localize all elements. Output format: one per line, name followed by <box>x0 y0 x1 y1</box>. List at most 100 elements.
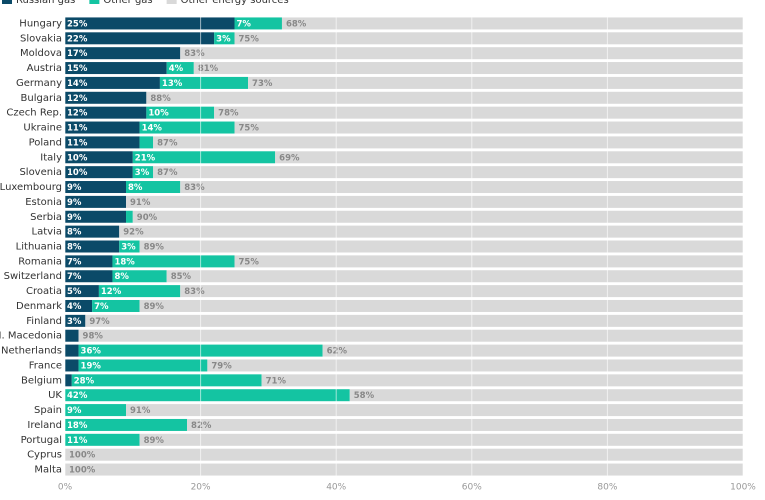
data-label: 88% <box>150 94 171 104</box>
x-tick-label: 40% <box>326 483 346 493</box>
bar-segment <box>65 270 113 283</box>
bar-segment <box>193 62 743 75</box>
x-tick-label: 0% <box>58 483 73 493</box>
data-label: 87% <box>157 138 178 148</box>
data-label: 4% <box>169 64 184 74</box>
bar-segment <box>65 181 127 194</box>
bar-segment <box>166 62 194 75</box>
data-label: 3% <box>216 34 231 44</box>
bar-segment <box>180 181 743 194</box>
bar-segment <box>153 136 743 149</box>
data-label: 89% <box>144 302 165 312</box>
data-label: 87% <box>157 168 178 178</box>
data-label: 15% <box>67 64 88 74</box>
bar-segment <box>65 344 79 357</box>
x-tick-label: 80% <box>597 483 617 493</box>
data-label: 25% <box>67 19 88 29</box>
y-tick-label: Cyprus <box>27 450 62 461</box>
data-label: 83% <box>184 49 205 59</box>
bar-segment <box>65 329 79 342</box>
bar-segment <box>65 240 120 253</box>
bar-segment <box>187 418 744 431</box>
data-label: 22% <box>67 34 88 44</box>
bar-segment <box>65 151 133 164</box>
bar-segment <box>214 106 743 119</box>
legend-swatch <box>89 0 100 4</box>
bar-segment <box>112 255 235 268</box>
bar-segment <box>126 404 743 417</box>
data-label: 91% <box>130 406 151 416</box>
bar-segment <box>180 285 743 298</box>
data-label: 75% <box>239 34 260 44</box>
bar-segment <box>234 32 743 45</box>
x-tick-label: 60% <box>462 483 482 493</box>
data-label: 100% <box>69 466 96 476</box>
data-label: 9% <box>67 198 82 208</box>
data-label: 97% <box>89 317 110 327</box>
data-label: 7% <box>237 19 252 29</box>
y-tick-label: Romania <box>18 256 62 267</box>
bar-segment <box>65 195 127 208</box>
data-label: 85% <box>171 272 192 282</box>
bar-segment <box>139 433 743 446</box>
y-tick-label: N. Macedonia <box>0 331 62 342</box>
data-label: 7% <box>94 302 109 312</box>
bar-segment <box>65 374 72 387</box>
y-tick-label: Ukraine <box>23 123 62 134</box>
y-tick-label: Serbia <box>30 212 62 223</box>
bar-segment <box>65 285 99 298</box>
bar-segment <box>98 285 181 298</box>
bar-segment <box>281 17 743 30</box>
y-tick-label: Denmark <box>16 301 62 312</box>
bar-segment <box>65 418 188 431</box>
bar-segment <box>65 166 133 179</box>
y-tick-label: Lithuania <box>16 242 62 253</box>
data-label: 42% <box>67 391 88 401</box>
data-label: 9% <box>67 406 82 416</box>
data-label: 7% <box>67 257 82 267</box>
bar-segment <box>65 225 120 238</box>
data-label: 36% <box>81 347 102 357</box>
bar-segment <box>234 17 282 30</box>
data-label: 83% <box>184 287 205 297</box>
legend-label: Russian gas <box>16 0 75 6</box>
bar-segment <box>146 106 215 119</box>
bar-segment <box>126 210 133 223</box>
bar-segment <box>139 121 235 134</box>
data-label: 8% <box>128 183 143 193</box>
bar-segment <box>119 225 744 238</box>
data-label: 14% <box>67 79 88 89</box>
bar-segment <box>65 359 79 372</box>
bar-segment <box>65 210 127 223</box>
data-label: 18% <box>114 257 135 267</box>
legend-swatch <box>166 0 177 4</box>
bar-segment <box>132 210 744 223</box>
legend-label: Other gas <box>103 0 152 6</box>
legend-label: Other energy sources <box>181 0 289 6</box>
bar-segment <box>261 374 743 387</box>
bar-segment <box>159 76 249 89</box>
bar-segment <box>65 389 350 402</box>
bar-segment <box>78 359 208 372</box>
bar-segment <box>132 166 154 179</box>
y-tick-label: Croatia <box>26 286 62 297</box>
bar-segment <box>65 136 140 149</box>
data-label: 92% <box>123 228 144 238</box>
data-label: 7% <box>67 272 82 282</box>
data-label: 10% <box>67 153 88 163</box>
bar-segment <box>65 463 743 476</box>
x-tick-label: 100% <box>730 483 756 493</box>
bar-segment <box>65 47 181 60</box>
y-tick-label: Czech Rep. <box>6 108 62 119</box>
bar-segment <box>85 314 744 327</box>
data-label: 75% <box>239 124 260 134</box>
data-label: 17% <box>67 49 88 59</box>
y-tick-label: Malta <box>34 465 62 476</box>
bar-segment <box>65 121 140 134</box>
data-label: 28% <box>74 376 95 386</box>
bar-segment <box>65 255 113 268</box>
bar-segment <box>126 181 181 194</box>
data-label: 98% <box>83 332 104 342</box>
data-label: 9% <box>67 213 82 223</box>
bar-segment <box>71 374 262 387</box>
